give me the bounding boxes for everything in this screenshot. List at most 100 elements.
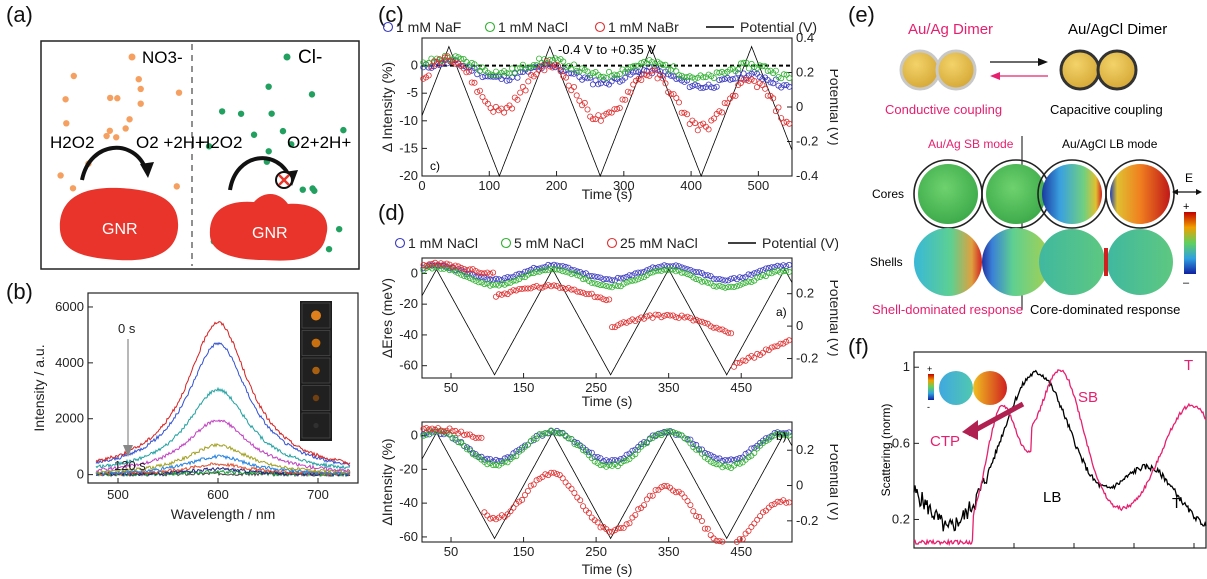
data-point: [530, 283, 537, 290]
x-tick-label: 400: [680, 178, 702, 193]
data-point: [707, 452, 714, 459]
legend-marker-1mm: [394, 237, 406, 249]
label-sb: SB: [1078, 389, 1098, 406]
data-point: [548, 469, 555, 476]
data-point: [665, 66, 672, 73]
chloride-ion: [308, 91, 316, 98]
data-point: [609, 462, 616, 469]
data-point: [748, 353, 755, 360]
data-point: [684, 313, 691, 320]
data-point: [780, 71, 787, 78]
data-point: [675, 72, 682, 79]
x-tick-label: 450: [730, 380, 752, 395]
chloride-legend-dot: [283, 53, 291, 61]
data-point: [710, 275, 717, 282]
data-point: [514, 65, 521, 72]
colorbar-f: [928, 374, 934, 400]
data-point: [623, 521, 630, 528]
data-point: [764, 68, 771, 75]
data-point: [687, 440, 694, 447]
y2-tick-label: 0.2: [796, 286, 814, 301]
spectrum-series: [95, 466, 351, 477]
label-t-bottom: T: [1172, 495, 1181, 512]
data-point: [568, 286, 575, 293]
data-point: [562, 74, 569, 81]
data-point: [658, 484, 665, 491]
data-point: [700, 74, 707, 81]
capacitive-coupling-label: Capacitive coupling: [1050, 102, 1163, 117]
data-point: [562, 268, 569, 275]
data-point: [559, 268, 566, 275]
data-point: [768, 264, 775, 271]
data-point: [681, 269, 688, 276]
y2-tick-label: 0: [796, 318, 803, 333]
data-point: [719, 283, 726, 290]
data-point: [603, 463, 610, 470]
data-point: [658, 314, 665, 321]
x-tick-label: 250: [585, 380, 607, 395]
data-point: [425, 72, 432, 79]
data-point: [594, 519, 601, 526]
data-point: [524, 441, 531, 448]
x-tick-label: 350: [658, 544, 680, 559]
data-point: [762, 435, 769, 442]
data-point: [455, 270, 462, 277]
panel-label-f: (f): [848, 334, 869, 359]
data-point: [658, 430, 665, 437]
data-point: [423, 61, 430, 68]
data-point: [571, 267, 578, 274]
annotation-end: 120 s: [114, 458, 146, 473]
data-point: [420, 261, 427, 268]
data-point: [620, 524, 627, 531]
data-point: [655, 267, 662, 274]
data-point: [775, 74, 782, 81]
data-point: [530, 270, 537, 277]
data-point: [487, 105, 494, 112]
data-point: [780, 268, 787, 275]
panel-c-annotation: -0.4 V to +0.35 V: [558, 42, 656, 57]
data-point: [732, 92, 739, 99]
panel-label-e: (e): [848, 2, 875, 27]
data-point: [501, 455, 508, 462]
y2-tick-label: -0.2: [796, 351, 818, 366]
data-point: [745, 271, 752, 278]
data-point: [740, 59, 747, 66]
data-point: [786, 432, 793, 439]
data-point: [522, 87, 529, 94]
data-point: [475, 434, 482, 441]
data-point: [573, 67, 580, 74]
data-point: [716, 538, 723, 545]
data-point: [588, 455, 595, 462]
nitrate-ion: [137, 100, 144, 107]
data-point: [704, 279, 711, 286]
data-point: [692, 75, 699, 82]
data-point: [772, 67, 779, 74]
data-point: [698, 318, 705, 325]
x-tick-label: 50: [444, 380, 458, 395]
lb-curve: [913, 369, 1207, 532]
data-point: [495, 282, 502, 289]
data-point: [501, 458, 508, 465]
data-point: [786, 261, 793, 268]
y-tick-label: 0: [411, 428, 418, 443]
data-point: [478, 279, 485, 286]
data-point: [693, 269, 700, 276]
spectrum-series: [95, 386, 350, 470]
data-point: [585, 291, 592, 298]
data-point: [573, 69, 580, 76]
data-point: [707, 458, 714, 465]
data-point: [490, 514, 497, 521]
data-point: [525, 64, 532, 71]
data-point: [736, 282, 743, 289]
data-point: [606, 276, 613, 283]
data-point: [623, 273, 630, 280]
data-point: [748, 445, 755, 452]
data-point: [730, 275, 737, 282]
data-point: [707, 532, 714, 539]
data-point: [690, 440, 697, 447]
data-point: [736, 455, 743, 462]
data-point: [739, 536, 746, 543]
panel-f-ticks: 0.2 0.6 1: [892, 359, 1195, 548]
inset-frame: [301, 302, 331, 329]
data-point: [664, 428, 671, 435]
